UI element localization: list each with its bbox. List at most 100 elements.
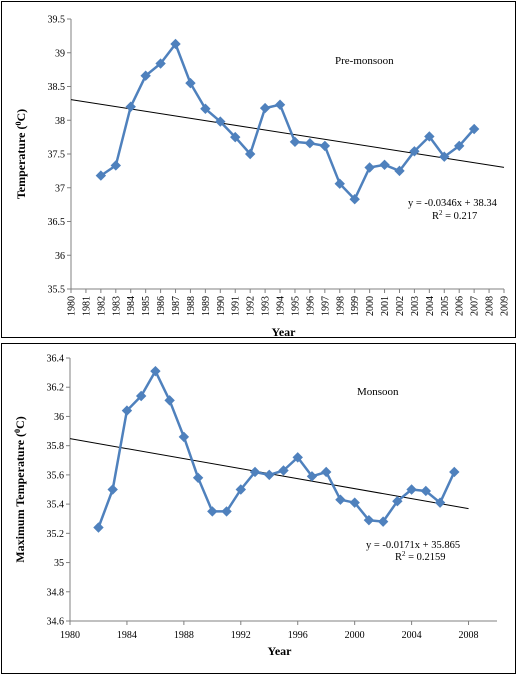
data-point-marker <box>377 516 389 527</box>
data-point-marker <box>434 497 446 508</box>
r-squared-value: = 0.2159 <box>406 552 446 563</box>
trend-equation: y = -0.0346x + 38.34 <box>408 198 498 209</box>
data-point-marker <box>230 131 241 143</box>
data-point-marker <box>110 160 122 171</box>
data-point-marker <box>319 140 331 152</box>
y-tick-label: 35.4 <box>47 500 65 511</box>
data-point-marker <box>392 495 403 507</box>
x-tick-label: 1982 <box>96 296 107 316</box>
x-tick-label: 1997 <box>320 296 331 316</box>
y-tick-label: 36.5 <box>48 217 66 228</box>
x-tick-label: 1992 <box>246 296 257 316</box>
data-point-marker <box>170 38 181 50</box>
data-point-marker <box>364 162 375 173</box>
monsoon-chart-panel: 34.6 34.8 35 35.2 35.4 35.6 35.8 36 36.2 36.4 1980… <box>1 343 516 674</box>
r-squared-superscript: 2 <box>402 550 406 558</box>
y-axis-title-superscript: 0 <box>14 122 23 126</box>
y-axis-title: Temperature (0C) <box>14 109 29 199</box>
data-point-marker <box>259 102 271 114</box>
data-point-marker <box>349 497 360 508</box>
x-tick-label: 1999 <box>350 296 361 316</box>
x-tick-label: 1988 <box>174 630 194 641</box>
x-tick-label: 2008 <box>485 296 496 316</box>
data-point-marker <box>221 506 232 517</box>
x-axis-title: Year <box>272 325 297 339</box>
series-line <box>100 42 476 201</box>
data-point-marker <box>140 70 151 81</box>
data-point-marker <box>335 494 346 505</box>
x-tick-label: 1998 <box>335 296 346 316</box>
x-tick-label: 2003 <box>410 296 421 316</box>
data-point-marker <box>406 484 417 495</box>
trendline <box>70 99 505 168</box>
data-point-marker <box>121 405 133 416</box>
x-tick-label: 1984 <box>117 630 137 641</box>
x-tick-label: 2000 <box>345 630 365 641</box>
data-point-marker <box>125 101 136 112</box>
data-point-marker <box>207 506 218 517</box>
x-tick-label: 1988 <box>186 296 197 316</box>
x-tick-label: 1980 <box>60 630 80 641</box>
data-point-marker <box>215 116 226 127</box>
x-tick-label: 1996 <box>288 630 308 641</box>
x-tick-label: 2002 <box>395 296 406 316</box>
premonsoon-chart-panel: 35.5 36 36.5 37 37.5 38 38.5 39 39.5 1980 1981 1982… <box>1 1 516 339</box>
data-point-marker <box>289 136 301 148</box>
data-point-marker <box>244 148 256 160</box>
y-tick-label: 37 <box>55 183 65 194</box>
data-point-marker <box>379 159 390 171</box>
x-tick-label: 1987 <box>171 296 182 316</box>
y-axis-title-superscript: 0 <box>13 429 22 433</box>
data-point-marker <box>320 466 332 478</box>
r-squared: R2 = 0.2159 <box>395 550 446 563</box>
x-tick-label: 1985 <box>141 296 152 316</box>
y-tick-label: 35.8 <box>47 441 65 452</box>
data-point-marker <box>394 165 405 177</box>
y-tick-label: 35.6 <box>47 470 65 481</box>
data-point-marker <box>424 131 435 142</box>
y-axis-title-unit: C) <box>14 109 28 122</box>
y-tick-label: 35.2 <box>47 529 65 540</box>
data-point-marker <box>93 522 104 533</box>
data-point-marker <box>278 465 289 476</box>
data-point-marker <box>249 466 261 478</box>
y-tick-label: 35.5 <box>48 285 66 296</box>
data-point-marker <box>453 140 465 152</box>
y-tick-label: 39.5 <box>48 15 66 26</box>
r-squared-value: = 0.217 <box>443 211 478 222</box>
data-point-marker <box>192 472 204 484</box>
data-point-marker <box>349 194 360 205</box>
x-tick-label: 1984 <box>126 296 137 316</box>
y-axis-title-text: Maximum Temperature ( <box>13 433 27 563</box>
x-tick-label: 2006 <box>455 296 466 316</box>
x-tick-label: 1990 <box>216 296 227 316</box>
data-point-marker <box>334 178 345 189</box>
x-tick-label: 1986 <box>156 296 167 316</box>
y-tick-label: 34.8 <box>47 587 65 598</box>
y-tick-label: 36 <box>55 251 65 262</box>
r-squared-prefix: R <box>395 552 402 563</box>
x-tick-label: 1981 <box>81 296 92 316</box>
y-tick-label: 36.4 <box>47 354 65 365</box>
y-tick-label: 37.5 <box>48 150 66 161</box>
season-label: Pre-monsoon <box>335 55 394 67</box>
y-axis-title-text: Temperature ( <box>14 126 28 200</box>
data-point-marker <box>235 484 247 495</box>
x-tick-label: 1992 <box>231 630 251 641</box>
season-label: Monsoon <box>357 386 399 398</box>
data-point-marker <box>449 466 460 478</box>
monsoon-chart: 34.6 34.8 35 35.2 35.4 35.6 35.8 36 36.2 36.4 1980… <box>13 354 497 658</box>
x-axis-title: Year <box>268 644 293 658</box>
y-axis-title: Maximum Temperature (0C) <box>13 416 28 562</box>
y-tick-label: 34.6 <box>47 617 65 628</box>
x-tick-label: 2000 <box>365 296 376 316</box>
trend-equation: y = -0.0171x + 35.865 <box>366 540 460 551</box>
data-point-marker <box>200 103 211 114</box>
y-tick-label: 39 <box>55 48 65 59</box>
data-point-marker <box>178 431 190 443</box>
data-point-marker <box>304 137 316 149</box>
x-tick-label: 1983 <box>111 296 122 316</box>
data-point-marker <box>264 469 275 481</box>
data-point-marker <box>292 452 303 463</box>
x-tick-label: 2007 <box>470 296 481 316</box>
